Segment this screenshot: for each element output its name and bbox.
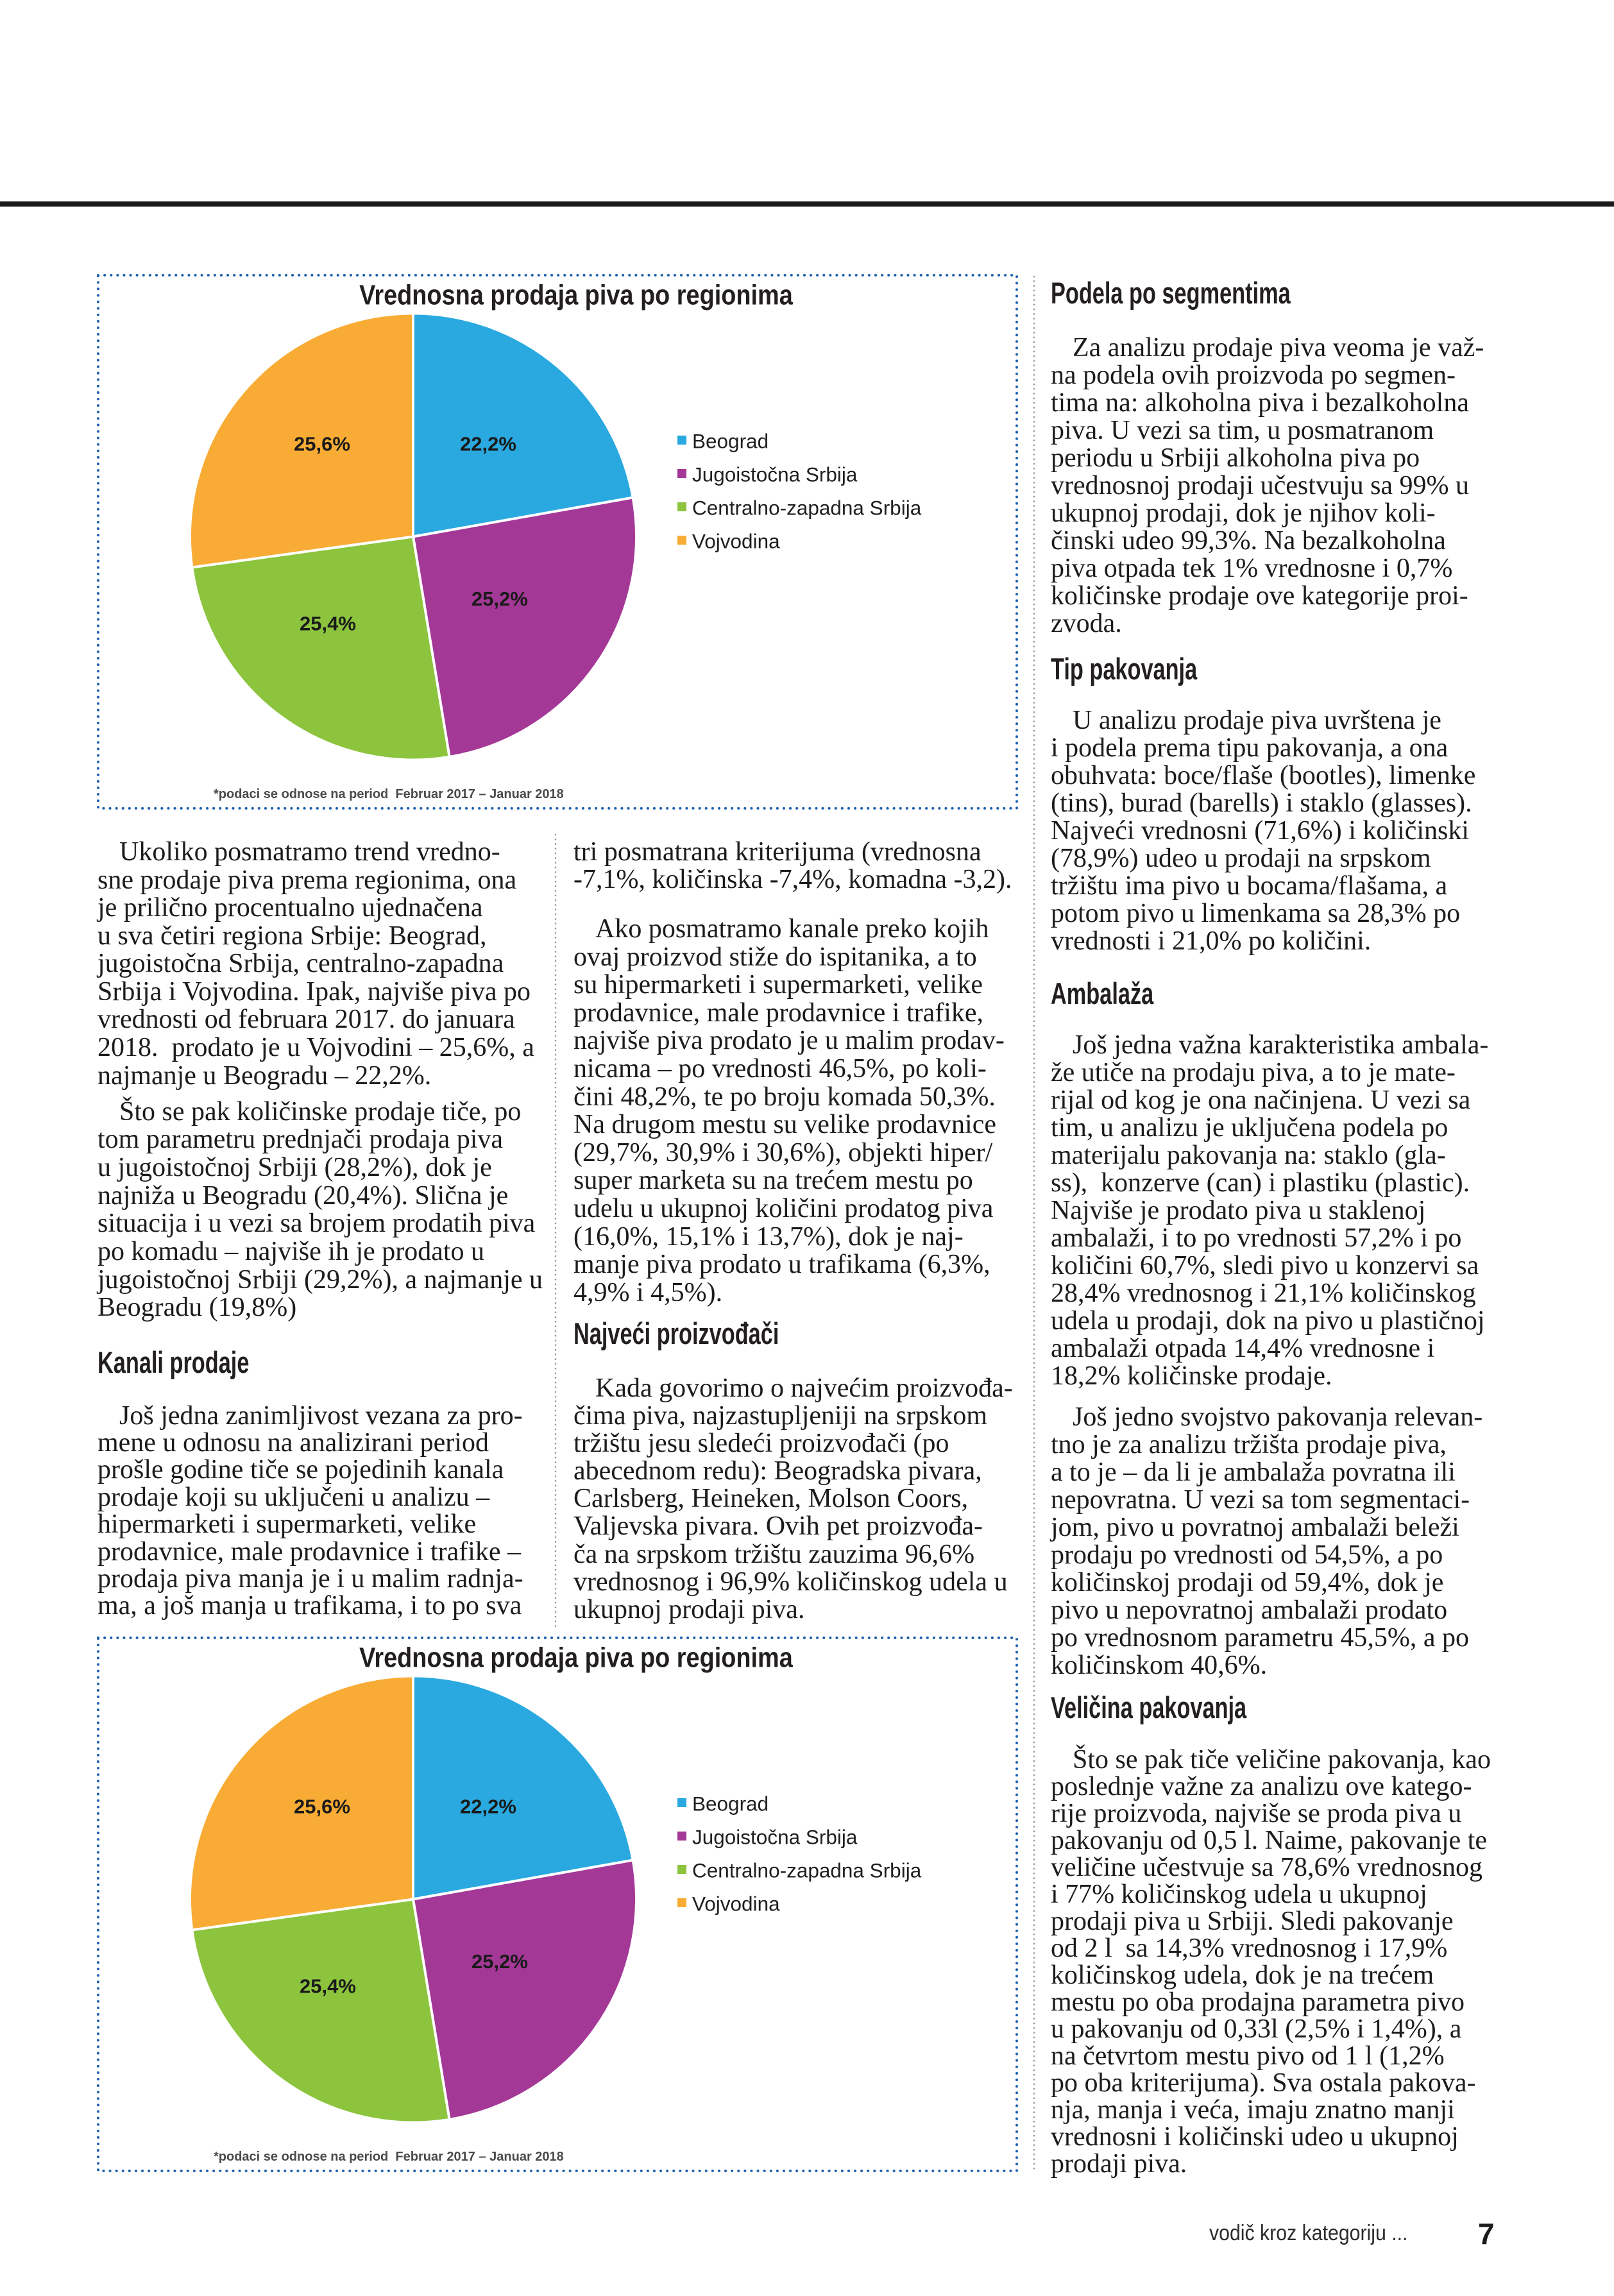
svg-text:25,4%: 25,4% [300,613,356,635]
svg-text:22,2%: 22,2% [460,1796,516,1818]
svg-text:Vojvodina: Vojvodina [692,1892,780,1916]
svg-text:22,2%: 22,2% [460,433,516,455]
svg-text:Vojvodina: Vojvodina [692,530,780,553]
svg-text:*podaci se odnose na period F: *podaci se odnose na period Februar 2017… [214,787,564,801]
svg-text:Beograd: Beograd [692,1792,769,1816]
svg-text:Jugoistočna Srbija: Jugoistočna Srbija [692,463,858,486]
svg-text:Vrednosna prodaja piva po regi: Vrednosna prodaja piva po regionima [359,279,794,310]
svg-text:25,2%: 25,2% [471,588,528,610]
svg-text:Vrednosna prodaja piva po regi: Vrednosna prodaja piva po regionima [359,1642,794,1673]
svg-text:Jugoistočna Srbija: Jugoistočna Srbija [692,1826,858,1849]
svg-text:*podaci se odnose na period F: *podaci se odnose na period Februar 2017… [214,2150,564,2164]
svg-text:25,6%: 25,6% [294,1796,350,1818]
svg-text:Centralno-zapadna Srbija: Centralno-zapadna Srbija [692,1859,922,1882]
svg-text:Beograd: Beograd [692,430,769,453]
svg-text:25,4%: 25,4% [300,1975,356,1998]
svg-text:25,2%: 25,2% [471,1950,528,1973]
svg-text:25,6%: 25,6% [294,433,350,455]
svg-text:Centralno-zapadna Srbija: Centralno-zapadna Srbija [692,497,922,520]
